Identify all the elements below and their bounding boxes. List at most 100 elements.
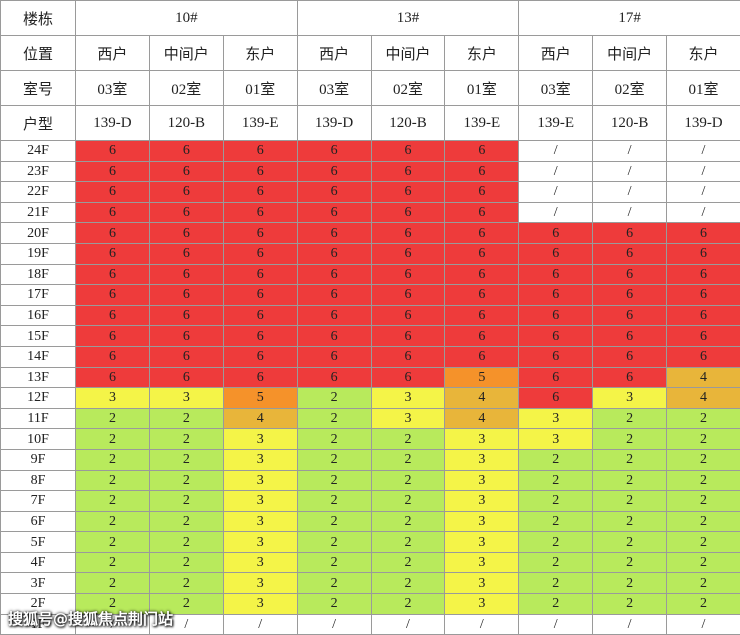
header-row: 位置 西户 中间户 东户 西户 中间户 东户 西户 中间户 东户 <box>0 35 740 71</box>
unit-cell: 2 <box>370 469 446 492</box>
header-cell: 01室 <box>222 70 298 106</box>
unit-cell: 2 <box>592 428 668 450</box>
unit-cell: 2 <box>370 490 446 512</box>
unit-cell: 6 <box>666 345 740 368</box>
unit-cell: / <box>518 613 594 635</box>
unit-cell: 6 <box>518 325 594 347</box>
unit-cell: 6 <box>370 140 446 162</box>
floor-row: 2F 2 2 3 2 2 3 2 2 2 <box>0 593 740 615</box>
floor-label: 6F <box>0 510 76 533</box>
unit-cell: 2 <box>148 490 224 512</box>
unit-cell: 6 <box>75 201 150 224</box>
unit-cell: 2 <box>518 531 594 553</box>
unit-cell: 2 <box>518 593 594 615</box>
unit-cell: 6 <box>296 160 372 183</box>
unit-cell: 2 <box>666 448 740 471</box>
unit-cell: 2 <box>296 510 372 533</box>
unit-cell: 2 <box>666 551 740 574</box>
unit-cell: 6 <box>666 284 740 306</box>
watermark: 搜狐号@搜狐焦点荆门站 <box>8 610 174 628</box>
header-cell: 中间户 <box>370 35 446 71</box>
floor-row: 4F 2 2 3 2 2 3 2 2 2 <box>0 551 740 574</box>
floor-label: 13F <box>0 366 76 389</box>
unit-cell: / <box>75 613 150 635</box>
unit-cell: 2 <box>370 428 446 450</box>
unit-cell: 6 <box>370 181 446 203</box>
unit-cell: 6 <box>222 304 298 327</box>
unit-cell: 2 <box>592 510 668 533</box>
unit-cell: 6 <box>444 345 520 368</box>
unit-cell: / <box>296 613 372 635</box>
unit-cell: 6 <box>518 366 594 389</box>
floor-row: 7F 2 2 3 2 2 3 2 2 2 <box>0 490 740 512</box>
unit-cell: / <box>592 160 668 183</box>
unit-cell: 3 <box>222 551 298 574</box>
unit-cell: 6 <box>592 242 668 265</box>
unit-cell: 3 <box>222 510 298 533</box>
floor-label: 17F <box>0 284 76 306</box>
header-cell: 139-E <box>222 105 298 141</box>
floor-label: 10F <box>0 428 76 450</box>
header-cell: 139-D <box>666 105 740 141</box>
unit-cell: 6 <box>518 222 594 244</box>
unit-cell: 3 <box>444 428 520 450</box>
unit-cell: 2 <box>666 531 740 553</box>
header-cell: 10# <box>75 0 298 36</box>
unit-cell: 3 <box>148 387 224 409</box>
unit-cell: 6 <box>222 366 298 389</box>
floor-row: 8F 2 2 3 2 2 3 2 2 2 <box>0 469 740 492</box>
header-cell: 139-D <box>75 105 150 141</box>
unit-cell: 3 <box>444 510 520 533</box>
floor-label: 18F <box>0 263 76 286</box>
unit-cell: 6 <box>296 242 372 265</box>
unit-cell: 2 <box>592 531 668 553</box>
unit-cell: 6 <box>370 201 446 224</box>
floor-row: 18F 6 6 6 6 6 6 6 6 6 <box>0 263 740 286</box>
floor-label: 24F <box>0 140 76 162</box>
unit-cell: 2 <box>592 469 668 492</box>
floor-row: 14F 6 6 6 6 6 6 6 6 6 <box>0 345 740 368</box>
floor-label: 7F <box>0 490 76 512</box>
floor-label: 23F <box>0 160 76 183</box>
header-cell: 中间户 <box>148 35 224 71</box>
unit-cell: 3 <box>222 593 298 615</box>
header-cell: 东户 <box>666 35 740 71</box>
unit-cell: 6 <box>370 366 446 389</box>
unit-cell: 6 <box>296 345 372 368</box>
unit-cell: 6 <box>518 284 594 306</box>
unit-cell: 6 <box>444 284 520 306</box>
unit-cell: / <box>518 201 594 224</box>
unit-cell: 2 <box>296 448 372 471</box>
unit-cell: 6 <box>148 242 224 265</box>
unit-cell: 2 <box>296 490 372 512</box>
unit-cell: 2 <box>666 572 740 595</box>
unit-cell: 6 <box>444 160 520 183</box>
unit-cell: 6 <box>666 325 740 347</box>
floor-row: 24F 6 6 6 6 6 6// / <box>0 140 740 162</box>
unit-cell: 3 <box>222 448 298 471</box>
unit-cell: / <box>518 160 594 183</box>
unit-cell: 3 <box>370 387 446 409</box>
unit-cell: 3 <box>444 551 520 574</box>
unit-cell: 3 <box>222 572 298 595</box>
unit-cell: 2 <box>592 572 668 595</box>
unit-cell: 6 <box>148 160 224 183</box>
unit-cell: 6 <box>148 325 224 347</box>
floor-label: 22F <box>0 181 76 203</box>
unit-cell: / <box>592 181 668 203</box>
floor-label: 9F <box>0 448 76 471</box>
unit-cell: 3 <box>222 469 298 492</box>
unit-cell: 6 <box>296 325 372 347</box>
floor-row: 17F 6 6 6 6 6 6 6 6 6 <box>0 284 740 306</box>
unit-cell: 6 <box>666 263 740 286</box>
unit-cell: 6 <box>518 387 594 409</box>
header-cell: 西户 <box>518 35 594 71</box>
unit-cell: 6 <box>296 201 372 224</box>
unit-cell: / <box>666 181 740 203</box>
floor-label: 12F <box>0 387 76 409</box>
unit-cell: 2 <box>75 551 150 574</box>
unit-cell: 6 <box>296 366 372 389</box>
unit-cell: / <box>148 613 224 635</box>
floor-row: 13F 6 6 6 6 6 5 6 6 4 <box>0 366 740 389</box>
header-cell: 13# <box>296 0 520 36</box>
